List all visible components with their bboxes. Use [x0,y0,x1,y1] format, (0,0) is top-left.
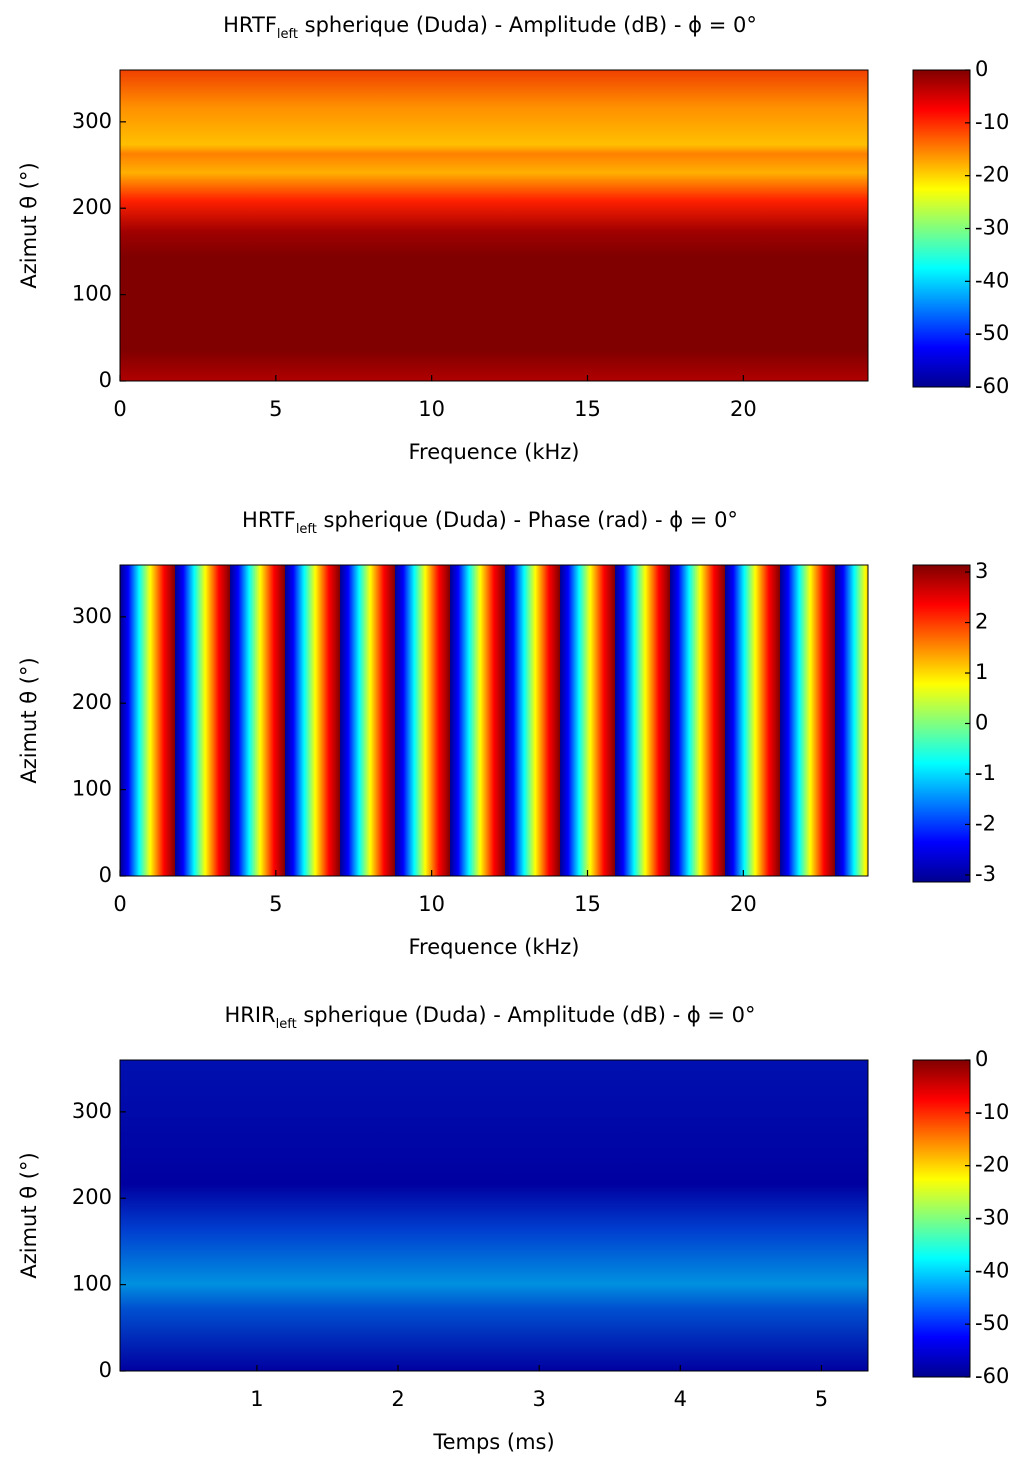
x-tick-label: 4 [674,1387,687,1411]
x-tick-label: 10 [418,892,445,916]
heatmap-field [120,565,868,876]
title-rest: spherique (Duda) - Amplitude (dB) - ϕ = … [298,13,757,37]
colorbar-tick-label: -20 [975,1153,1009,1177]
x-axis-label: Frequence (kHz) [408,935,579,959]
colorbar-tick-label: 2 [975,610,988,634]
y-tick-label: 300 [72,109,112,133]
colorbar-tick-label: 1 [975,660,988,684]
chart-title: HRIRleft spherique (Duda) - Amplitude (d… [224,1003,755,1032]
axes-frame [119,1059,869,1372]
colorbar [912,1059,971,1378]
colorbar-tick-label: 0 [975,1047,988,1071]
y-tick-label: 200 [72,1185,112,1209]
axes-frame [119,564,869,877]
colorbar-tick-label: -20 [975,163,1009,187]
colorbar-tick-label: -40 [975,1258,1009,1282]
colorbar-tick-label: -60 [975,1364,1009,1388]
x-axis-label: Frequence (kHz) [408,440,579,464]
x-tick-label: 10 [418,397,445,421]
x-tick-label: 1 [250,1387,263,1411]
y-tick-label: 200 [72,690,112,714]
x-tick-label: 2 [391,1387,404,1411]
y-tick-label: 300 [72,604,112,628]
title-rest: spherique (Duda) - Phase (rad) - ϕ = 0° [317,508,738,532]
heatmap-field [120,70,868,381]
colorbar-tick-label: -3 [975,862,996,886]
colorbar-tick-label: -1 [975,761,996,785]
y-axis-label: Azimut θ (°) [17,162,41,288]
colorbar-tick-label: -30 [975,216,1009,240]
colorbar-tick-label: -50 [975,321,1009,345]
y-tick-label: 100 [72,777,112,801]
y-axis-label: Azimut θ (°) [17,1152,41,1278]
colorbar-tick-label: -50 [975,1311,1009,1335]
y-tick-label: 0 [99,1358,112,1382]
x-tick-label: 5 [269,397,282,421]
colorbar-tick-label: -10 [975,1100,1009,1124]
y-tick-label: 300 [72,1099,112,1123]
colorbar-tick-label: -30 [975,1206,1009,1230]
x-tick-label: 20 [730,397,757,421]
x-tick-label: 3 [532,1387,545,1411]
title-sub: left [296,522,317,537]
title-main: HRTF [242,508,296,532]
colorbar-tick-label: -10 [975,110,1009,134]
chart-title: HRTFleft spherique (Duda) - Amplitude (d… [223,13,757,42]
x-tick-label: 0 [113,892,126,916]
y-tick-label: 100 [72,1272,112,1296]
title-main: HRIR [224,1003,275,1027]
y-axis-label: Azimut θ (°) [17,657,41,783]
x-tick-label: 5 [815,1387,828,1411]
colorbar [912,564,971,883]
y-tick-label: 0 [99,368,112,392]
x-tick-label: 0 [113,397,126,421]
title-main: HRTF [223,13,277,37]
colorbar [912,69,971,388]
x-axis-label: Temps (ms) [432,1430,554,1454]
colorbar-tick-label: -2 [975,811,996,835]
y-tick-label: 100 [72,282,112,306]
chart-title: HRTFleft spherique (Duda) - Phase (rad) … [242,508,738,537]
axes-frame [119,69,869,382]
x-tick-label: 5 [269,892,282,916]
title-rest: spherique (Duda) - Amplitude (dB) - ϕ = … [297,1003,756,1027]
y-tick-label: 0 [99,863,112,887]
title-sub: left [276,1017,297,1032]
y-tick-label: 200 [72,195,112,219]
title-sub: left [277,27,298,42]
heatmap-field [120,1060,868,1371]
colorbar-tick-label: 3 [975,559,988,583]
x-tick-label: 15 [574,892,601,916]
colorbar-tick-label: 0 [975,711,988,735]
x-tick-label: 15 [574,397,601,421]
colorbar-tick-label: 0 [975,57,988,81]
x-tick-label: 20 [730,892,757,916]
colorbar-tick-label: -60 [975,374,1009,398]
colorbar-tick-label: -40 [975,268,1009,292]
